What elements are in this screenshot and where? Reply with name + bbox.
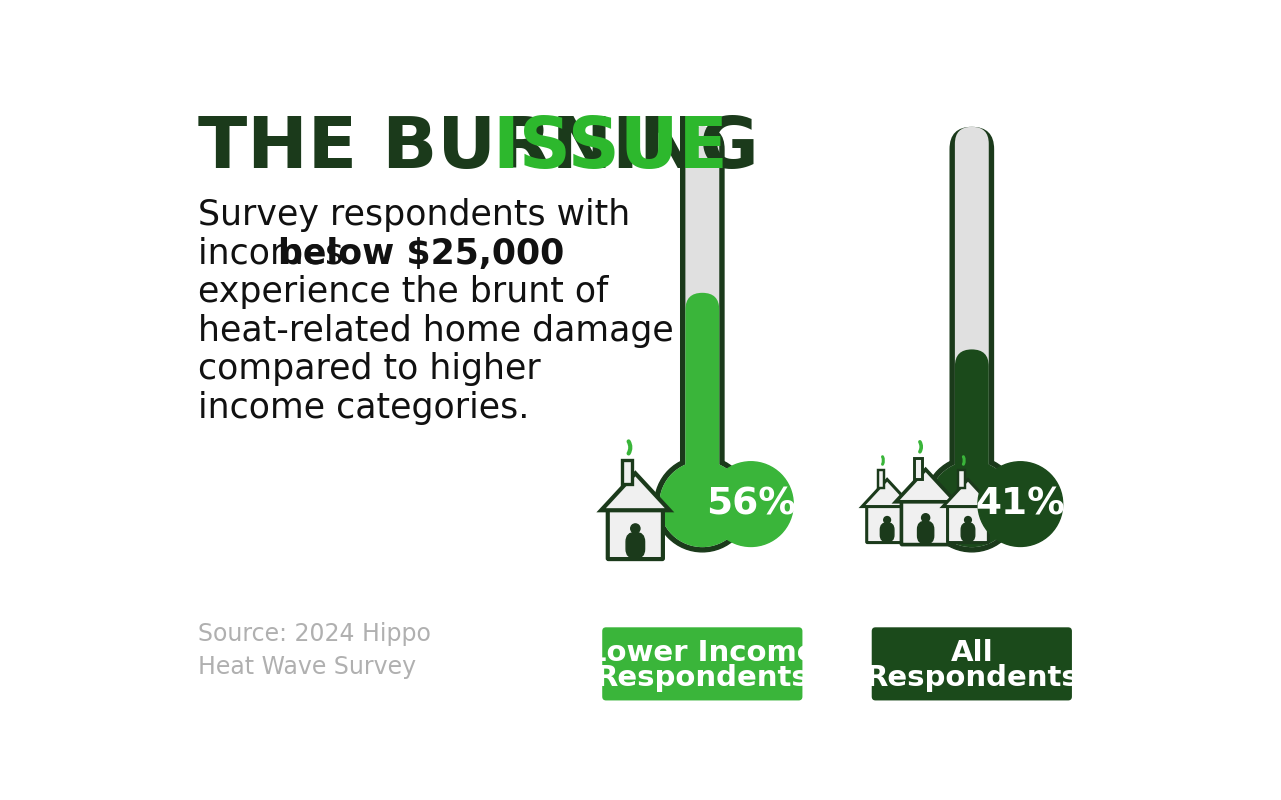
Polygon shape (915, 458, 922, 479)
Text: compared to higher: compared to higher (199, 352, 541, 386)
Text: Lower Income: Lower Income (588, 638, 816, 666)
FancyBboxPatch shape (949, 126, 994, 504)
Polygon shape (877, 470, 884, 487)
Circle shape (930, 462, 1015, 546)
Circle shape (921, 514, 930, 522)
FancyBboxPatch shape (948, 506, 989, 542)
Circle shape (655, 456, 751, 552)
Text: THE BURNING: THE BURNING (199, 114, 784, 183)
Circle shape (930, 462, 1015, 546)
Text: Survey respondents with: Survey respondents with (199, 198, 630, 232)
Text: All: All (951, 638, 993, 666)
Circle shape (977, 462, 1063, 546)
Polygon shape (943, 479, 993, 506)
Circle shape (660, 462, 744, 546)
Text: experience the brunt of: experience the brunt of (199, 275, 608, 310)
FancyBboxPatch shape (954, 126, 989, 504)
Polygon shape (895, 470, 956, 502)
FancyBboxPatch shape (917, 521, 934, 544)
Text: Source: 2024 Hippo
Heat Wave Survey: Source: 2024 Hippo Heat Wave Survey (199, 622, 430, 679)
FancyBboxPatch shape (902, 501, 949, 545)
FancyBboxPatch shape (680, 126, 725, 504)
Circle shape (965, 517, 971, 523)
FancyBboxPatch shape (867, 506, 907, 542)
Polygon shape (623, 460, 632, 484)
Text: below $25,000: below $25,000 (278, 237, 565, 271)
Text: ISSUE: ISSUE (492, 114, 728, 183)
FancyBboxPatch shape (626, 533, 644, 558)
Circle shape (924, 456, 1020, 552)
Text: 41%: 41% (975, 486, 1066, 522)
FancyBboxPatch shape (954, 350, 989, 504)
FancyBboxPatch shape (872, 627, 1072, 701)
FancyBboxPatch shape (607, 510, 662, 559)
Circle shape (708, 462, 793, 546)
FancyBboxPatch shape (602, 627, 802, 701)
Text: heat-related home damage: heat-related home damage (199, 314, 674, 348)
Circle shape (884, 517, 890, 523)
Text: incomes: incomes (199, 237, 355, 271)
Polygon shape (862, 479, 912, 506)
FancyBboxPatch shape (685, 293, 719, 504)
FancyBboxPatch shape (961, 523, 975, 542)
Text: Respondents: Respondents (865, 664, 1079, 692)
Polygon shape (601, 474, 670, 510)
Circle shape (630, 524, 640, 533)
Polygon shape (958, 470, 966, 487)
Text: Respondents: Respondents (596, 664, 810, 692)
FancyBboxPatch shape (685, 126, 719, 504)
Text: 56%: 56% (706, 486, 796, 522)
Text: income categories.: income categories. (199, 391, 529, 425)
FancyBboxPatch shape (880, 523, 894, 542)
Circle shape (660, 462, 744, 546)
